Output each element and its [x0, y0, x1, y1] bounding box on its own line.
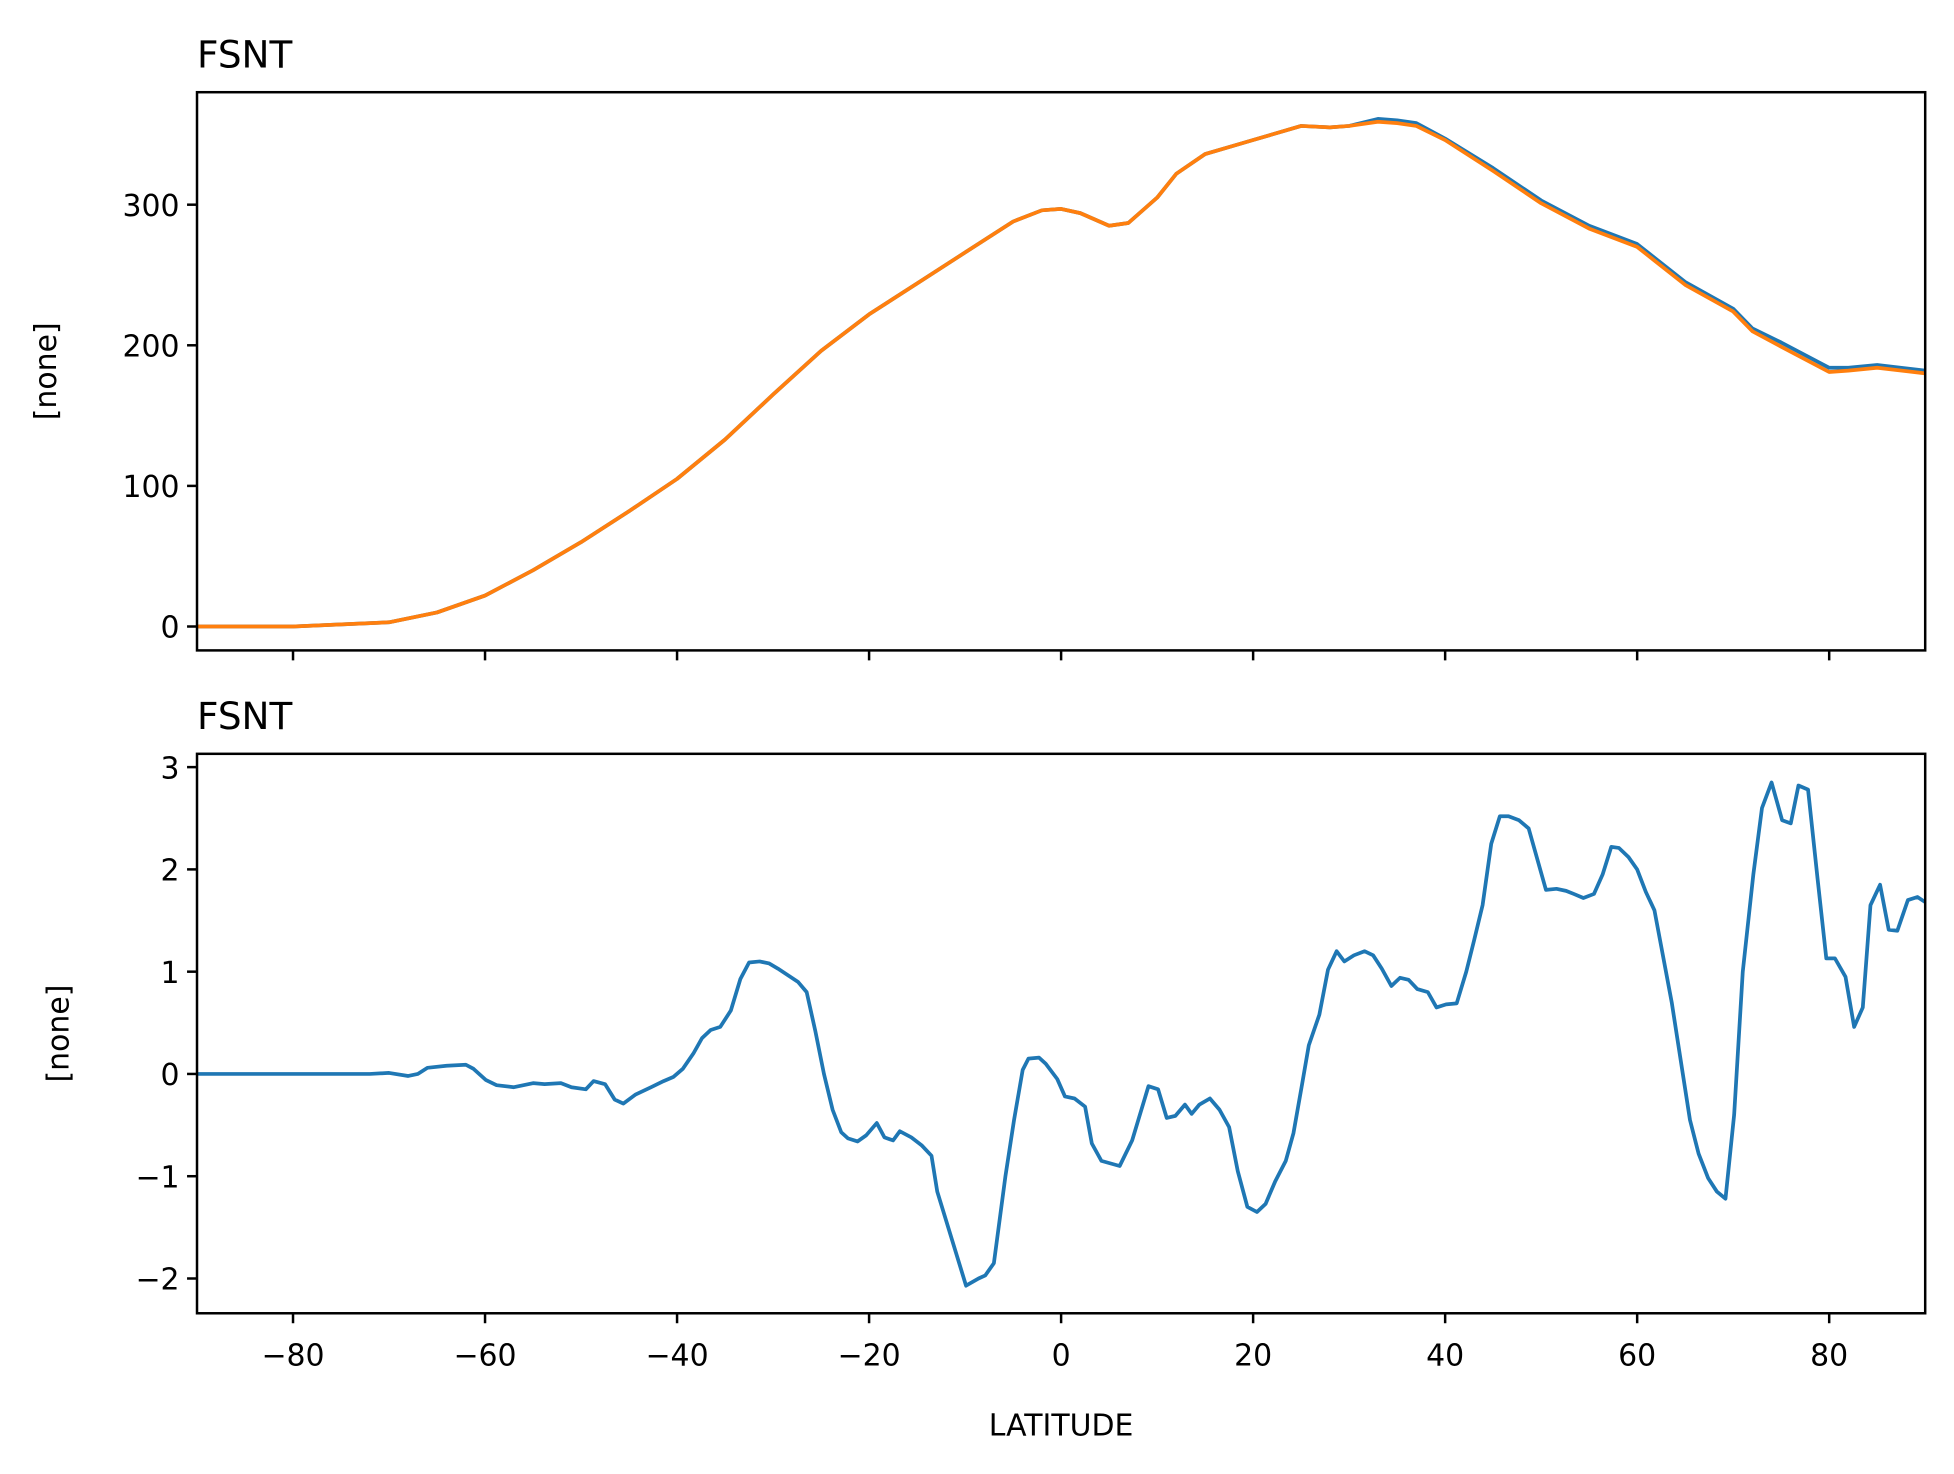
y-tick-label: −1: [136, 1160, 180, 1195]
x-tick-label: −60: [453, 1339, 516, 1374]
x-tick-label: 60: [1618, 1339, 1656, 1374]
axes: FSNT [none] LATITUDE −2 −1 0 1 2 3 −80 −60 −40 −20 0 2…: [42, 694, 1927, 1443]
x-tick-label: 40: [1426, 1339, 1464, 1374]
data-line: [197, 780, 1926, 1288]
y-tick-label: 100: [123, 470, 180, 505]
data-line: [197, 119, 1926, 629]
y-tick-label: 0: [161, 611, 180, 646]
x-tick-label: 0: [1052, 1339, 1071, 1374]
y-axis-label: [none]: [29, 322, 64, 420]
y-tick-label: 0: [161, 1058, 180, 1093]
x-tick-label: 80: [1810, 1339, 1848, 1374]
y-tick-label: −2: [136, 1263, 180, 1298]
x-axis-label: LATITUDE: [989, 1408, 1134, 1443]
y-tick-label: 300: [123, 189, 180, 224]
axes-frame: [195, 752, 1927, 1315]
x-tick-label: −80: [261, 1339, 324, 1374]
axes-frame: [195, 90, 1927, 652]
y-axis-label: [none]: [42, 985, 77, 1083]
x-tick-label: −40: [646, 1339, 709, 1374]
axes: FSNT [none] 0 100 200 300: [29, 32, 1927, 661]
y-tick-label: 1: [161, 956, 180, 991]
x-tick-label: 20: [1234, 1339, 1272, 1374]
y-tick-label: 2: [161, 854, 180, 889]
y-tick-label: 3: [161, 751, 180, 786]
axes-title: FSNT: [197, 694, 292, 738]
axes-title: FSNT: [197, 32, 292, 76]
data-line: [197, 117, 1926, 629]
y-tick-label: 200: [123, 330, 180, 365]
x-tick-label: −20: [838, 1339, 901, 1374]
